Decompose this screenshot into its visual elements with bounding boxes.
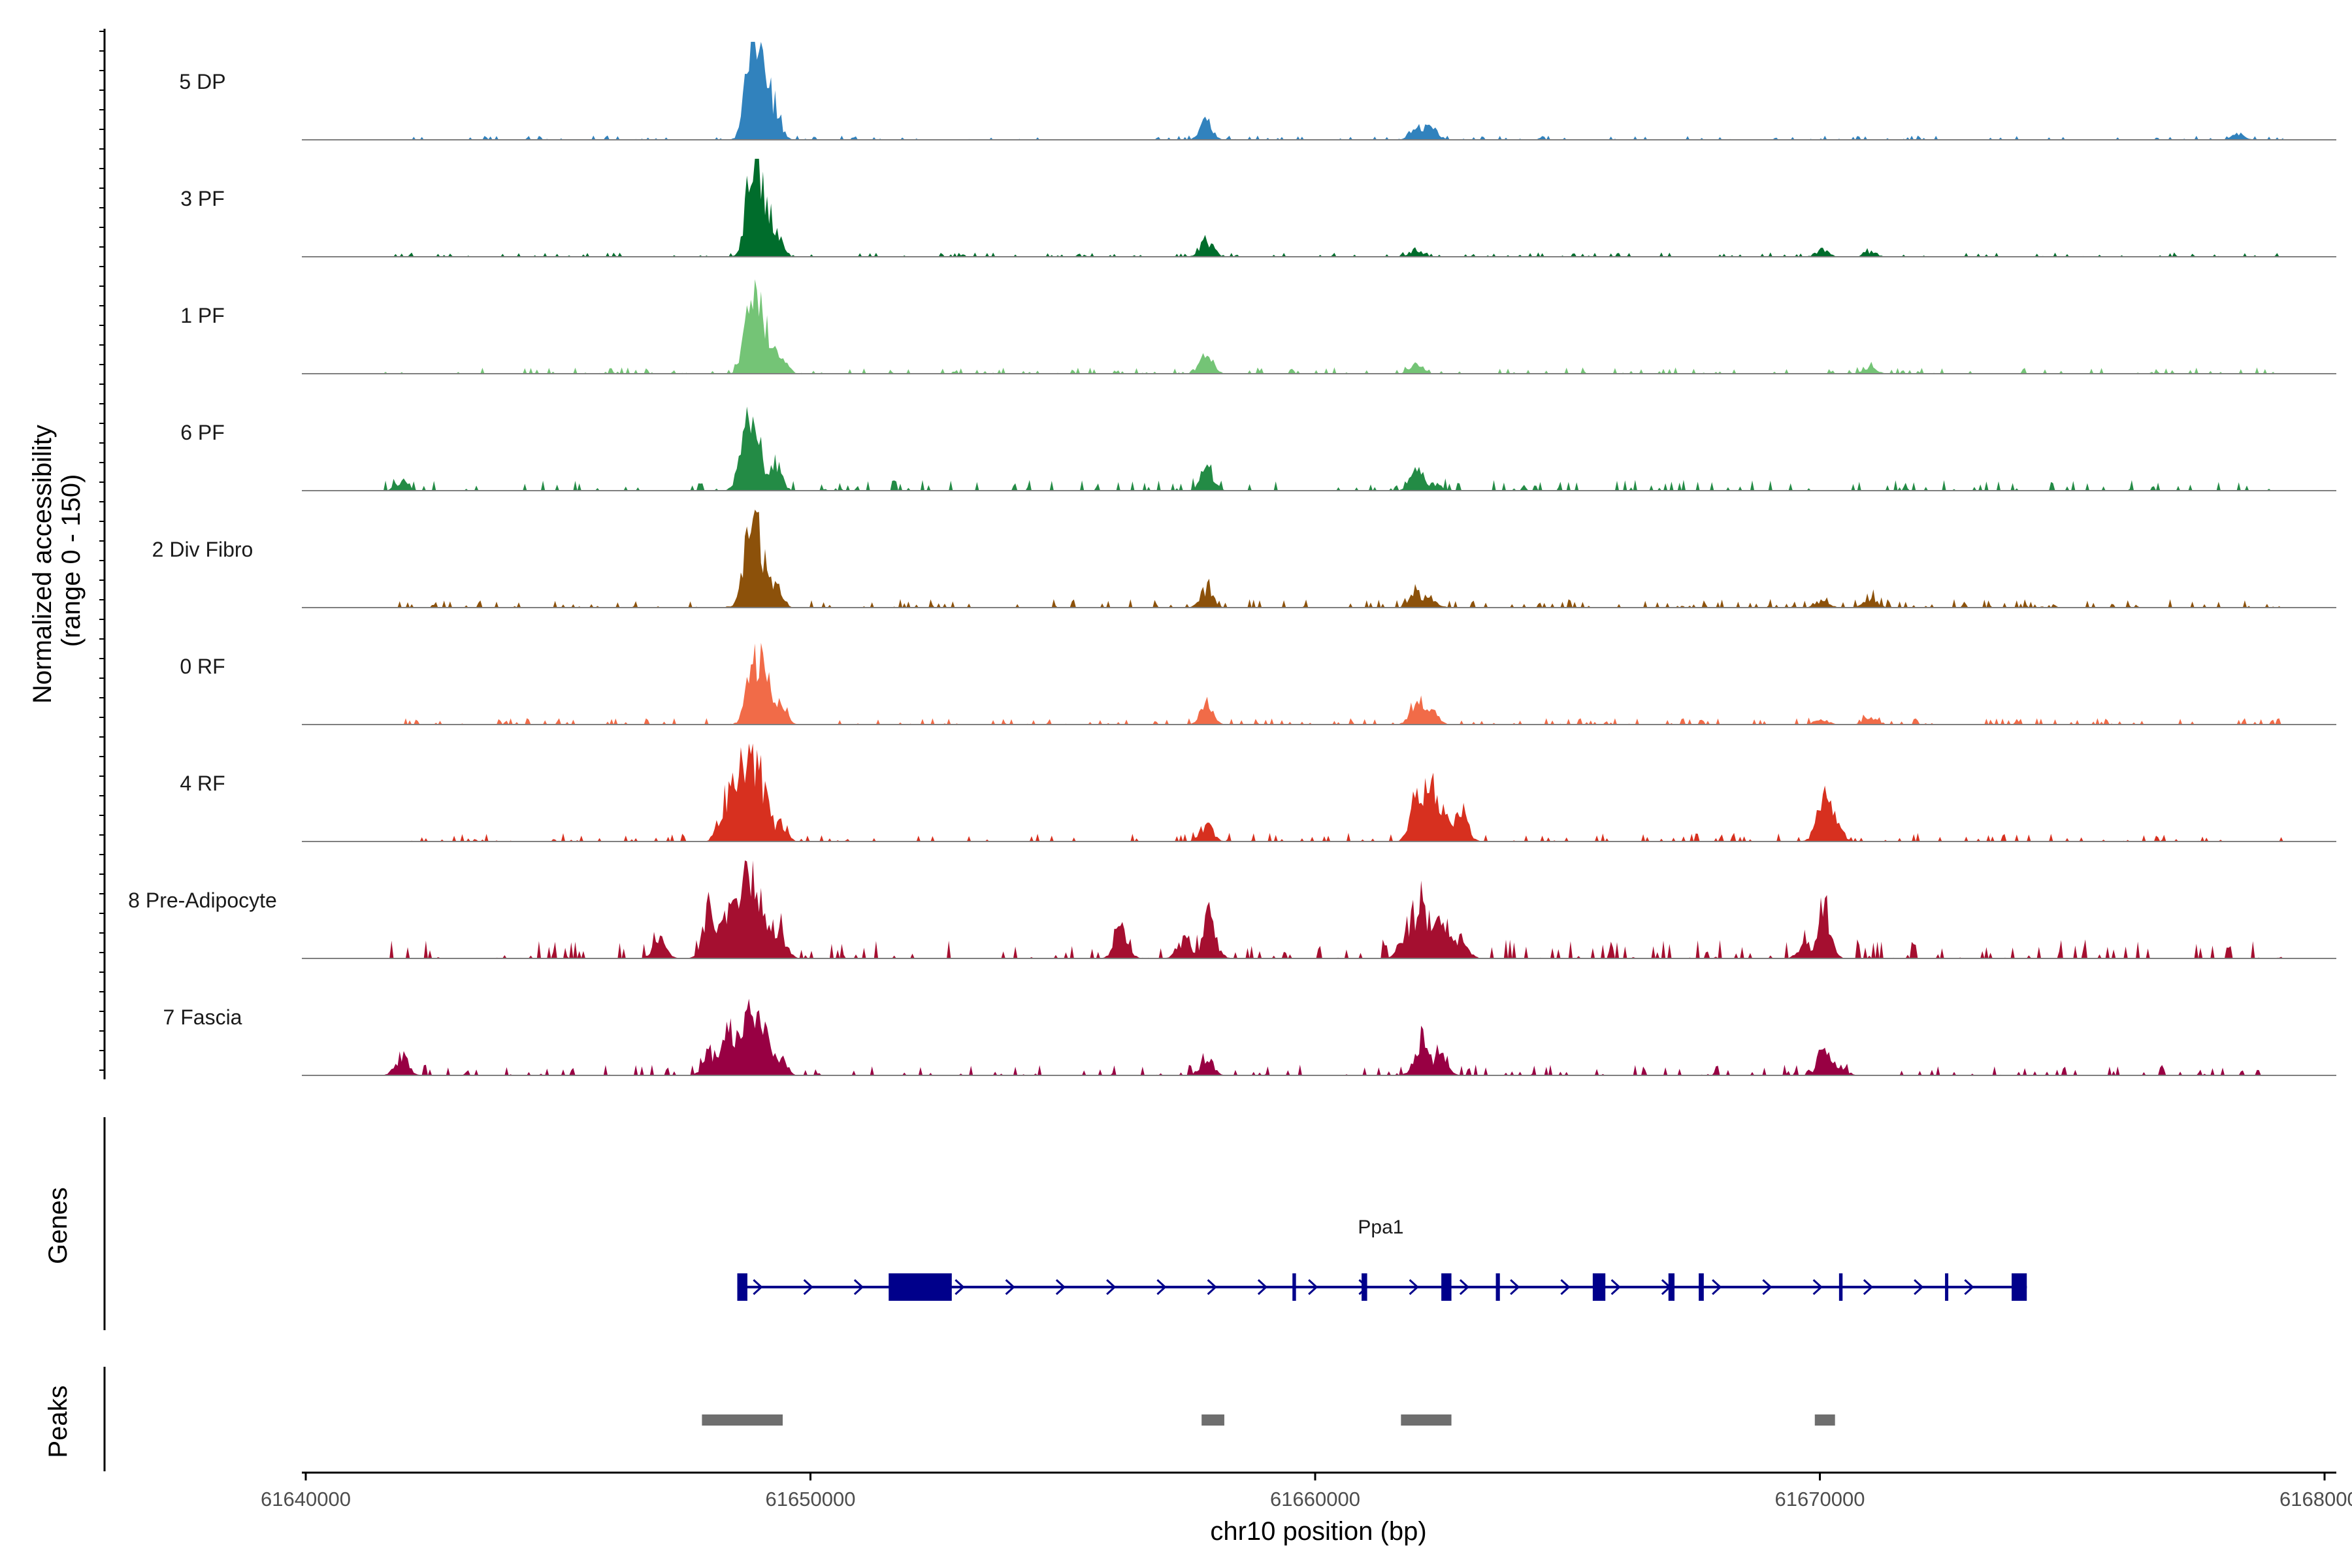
coverage-area	[381, 998, 2283, 1075]
x-axis: 61640000 61650000 61660000 61670000 61680000	[261, 1473, 2352, 1511]
x-axis-tick-label: 61670000	[1775, 1488, 1865, 1511]
strand-arrow	[1610, 1279, 1621, 1296]
strand-arrow	[955, 1279, 965, 1296]
track-label: 2 Div Fibro	[152, 538, 253, 561]
track-0-rf: 0 RF	[180, 642, 2336, 725]
coverage-area	[381, 642, 2283, 725]
gene-exon	[1495, 1273, 1500, 1301]
peaks-track-label: Peaks	[44, 1385, 73, 1458]
gene-exon	[2012, 1273, 2027, 1301]
strand-arrow	[1257, 1279, 1268, 1296]
genes-track-label: Genes	[44, 1187, 73, 1264]
strand-arrow	[1156, 1279, 1167, 1296]
track-label: 5 DP	[179, 70, 225, 93]
track-4-rf: 4 RF	[180, 743, 2336, 842]
gene-exon	[1945, 1273, 1949, 1301]
strand-arrow	[1055, 1279, 1066, 1296]
genes-track	[737, 1273, 2027, 1301]
peak-region	[1401, 1414, 1452, 1426]
coverage-tracks: 5 DP 3 PF 1 PF 6 PF 2 Div Fibro 0 RF 4 RF 8 Pre…	[128, 42, 2336, 1076]
strand-arrow	[1308, 1279, 1318, 1296]
strand-arrow	[1409, 1279, 1419, 1296]
gene-exon	[1362, 1273, 1367, 1301]
track-label: 0 RF	[180, 655, 225, 678]
strand-arrow	[1812, 1279, 1823, 1296]
track-label: 4 RF	[180, 772, 225, 795]
track-label: 1 PF	[180, 304, 225, 327]
strand-arrow	[853, 1279, 864, 1296]
gene-exon	[1292, 1273, 1296, 1301]
coverage-area	[381, 159, 2283, 257]
strand-arrow	[1863, 1279, 1874, 1296]
gene-exon	[1668, 1273, 1675, 1301]
y-axis-title-line1: Normalized accessibility	[28, 425, 57, 704]
track-7-fascia: 7 Fascia	[163, 998, 2336, 1076]
strand-arrow	[1459, 1279, 1470, 1296]
gene-exon	[1441, 1273, 1452, 1301]
strand-arrow	[1560, 1279, 1571, 1296]
gene-exon	[1699, 1273, 1704, 1301]
gene-exon	[1838, 1273, 1843, 1301]
track-label: 6 PF	[180, 421, 225, 444]
strand-arrow	[1914, 1279, 1924, 1296]
track-1-pf: 1 PF	[180, 279, 2336, 374]
gene-exon	[1592, 1273, 1606, 1301]
track-6-pf: 6 PF	[180, 406, 2336, 491]
x-axis-tick-label: 61640000	[261, 1488, 351, 1511]
strand-arrow	[1964, 1279, 1974, 1296]
peak-region	[702, 1414, 783, 1426]
coverage-area	[381, 279, 2283, 374]
y-axis-title: Normalized accessibility (range 0 - 150)	[28, 417, 86, 704]
x-axis-title: chr10 position (bp)	[1210, 1517, 1426, 1546]
track-8-pre-adipocyte: 8 Pre-Adipocyte	[128, 860, 2336, 959]
coverage-area	[381, 510, 2283, 608]
coverage-y-axis-ticks	[99, 31, 105, 1071]
track-label: 7 Fascia	[163, 1005, 242, 1029]
gene-label: Ppa1	[1358, 1217, 1403, 1238]
x-axis-tick-label: 61660000	[1270, 1488, 1360, 1511]
gene-exon	[889, 1273, 952, 1301]
coverage-area	[381, 406, 2283, 491]
track-3-pf: 3 PF	[180, 159, 2336, 257]
x-axis-tick-label: 61680000	[2279, 1488, 2352, 1511]
strand-arrow	[1005, 1279, 1015, 1296]
strand-arrow	[803, 1279, 813, 1296]
coverage-area	[381, 860, 2283, 958]
track-2-div-fibro: 2 Div Fibro	[152, 510, 2336, 608]
track-label: 3 PF	[180, 187, 225, 210]
x-axis-tick-label: 61650000	[766, 1488, 856, 1511]
strand-arrow	[1712, 1279, 1722, 1296]
peak-region	[1814, 1414, 1835, 1426]
track-5-dp: 5 DP	[179, 42, 2336, 140]
strand-arrow	[1762, 1279, 1772, 1296]
peaks-track	[702, 1414, 1835, 1426]
peak-region	[1201, 1414, 1224, 1426]
track-label: 8 Pre-Adipocyte	[128, 889, 277, 912]
gene-exon	[737, 1273, 747, 1301]
strand-arrow	[1106, 1279, 1117, 1296]
y-axis-title-line2: (range 0 - 150)	[57, 474, 86, 647]
coverage-area	[381, 743, 2283, 841]
strand-arrow	[1207, 1279, 1217, 1296]
coverage-area	[381, 42, 2283, 140]
strand-arrow	[1510, 1279, 1520, 1296]
strand-arrow	[753, 1279, 763, 1296]
